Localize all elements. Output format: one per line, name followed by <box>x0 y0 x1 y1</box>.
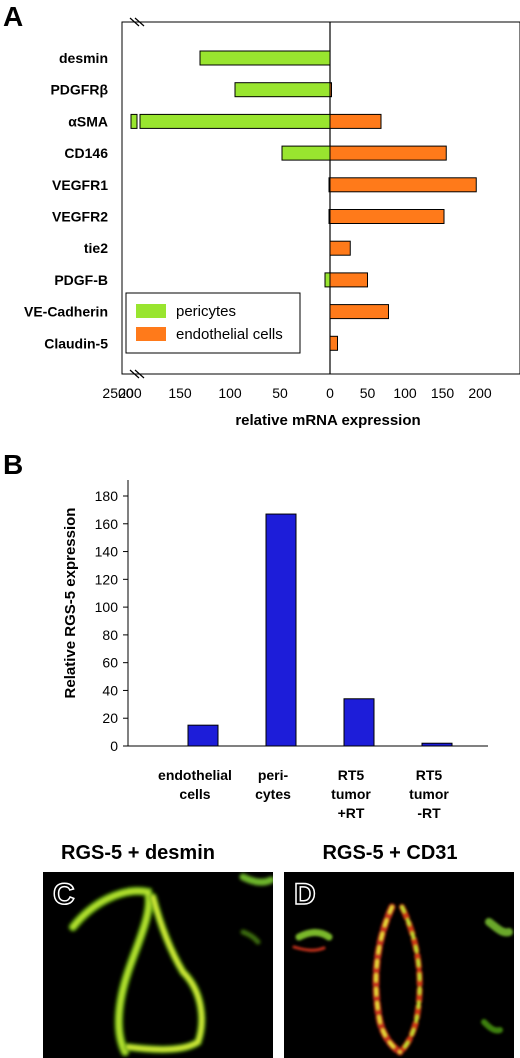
bar-endothelial <box>329 177 477 193</box>
x-tick-label: 200 <box>468 385 492 401</box>
x-category-label: peri- <box>258 767 289 783</box>
legend-swatch-pericytes <box>136 304 166 318</box>
bar-pericytes <box>324 272 331 288</box>
panel-a-letter: A <box>3 1 23 32</box>
x-category-label: RT5 <box>338 767 365 783</box>
x-category-label: cytes <box>255 786 291 802</box>
legend-box <box>125 292 301 354</box>
x-category-label: +RT <box>338 805 365 821</box>
panel-c-letter: C <box>52 877 75 912</box>
x-axis-title-a: relative mRNA expression <box>235 412 420 429</box>
micrograph-d: D <box>284 872 514 1058</box>
bar-endothelial <box>329 145 447 161</box>
bar-pericytes <box>234 82 331 98</box>
bar-rgs5 <box>187 724 219 747</box>
plot-frame-a <box>121 21 520 375</box>
chart-b: B Relative RGS-5 expression 0 20 40 60 80 100… <box>3 449 488 821</box>
y-tick-label: 100 <box>95 599 119 615</box>
x-category-label: -RT <box>417 805 441 821</box>
x-category-label: RT5 <box>416 767 443 783</box>
bar-pericytes <box>199 50 331 66</box>
y-tick-label: 20 <box>102 710 118 726</box>
y-axis-title-b: Relative RGS-5 expression <box>62 508 79 699</box>
bar-endothelial <box>329 304 389 320</box>
category-label: VEGFR1 <box>52 177 108 193</box>
bar-endothelial <box>329 82 332 98</box>
x-tick-label: 100 <box>218 385 242 401</box>
category-label: αSMA <box>68 113 108 129</box>
y-tick-label: 180 <box>95 488 119 504</box>
y-tick-label: 160 <box>95 516 119 532</box>
legend-swatch-endothelial <box>136 327 166 341</box>
category-label: PDGFRβ <box>50 82 108 98</box>
category-label: PDGF-B <box>54 272 108 288</box>
y-tick-label: 80 <box>102 627 118 643</box>
x-category-label: cells <box>179 786 210 802</box>
bar-pericytes-overflow <box>130 113 138 129</box>
y-tick-label: 60 <box>102 655 118 671</box>
x-category-label: endothelial <box>158 767 232 783</box>
panel-d-title: RGS-5 + CD31 <box>322 842 458 864</box>
category-label: Claudin-5 <box>44 335 108 351</box>
bar-rgs5 <box>343 698 375 747</box>
bar-endothelial <box>329 240 351 256</box>
x-category-label: tumor <box>331 786 371 802</box>
panel-b-letter: B <box>3 449 23 480</box>
category-label: VE-Cadherin <box>24 304 108 320</box>
x-tick-label: 150 <box>431 385 455 401</box>
category-label: tie2 <box>84 240 108 256</box>
micrograph-c: C <box>43 872 273 1058</box>
bar-endothelial <box>329 335 338 351</box>
micrograph-c-image <box>68 873 273 1057</box>
bar-endothelial <box>329 209 445 224</box>
legend: pericytes endothelial cells <box>125 292 301 354</box>
x-tick-label: 150 <box>168 385 192 401</box>
legend-label-endothelial: endothelial cells <box>176 326 283 343</box>
x-tick-label: 50 <box>360 385 376 401</box>
category-label: VEGFR2 <box>52 209 108 225</box>
bar-rgs5 <box>265 513 297 747</box>
y-tick-label: 0 <box>110 738 118 754</box>
category-label: CD146 <box>64 145 108 161</box>
bar-pericytes <box>139 113 331 129</box>
bar-endothelial <box>329 113 382 129</box>
bar-endothelial <box>329 272 368 288</box>
y-tick-label: 140 <box>95 544 119 560</box>
micrograph-d-image <box>292 903 513 1056</box>
x-tick-label: 0 <box>326 385 334 401</box>
legend-label-pericytes: pericytes <box>176 303 236 320</box>
category-label: desmin <box>59 50 108 66</box>
x-tick-label: 200 <box>118 385 142 401</box>
x-tick-label: 50 <box>272 385 288 401</box>
axis-break-mark <box>129 17 145 379</box>
panel-d-letter: D <box>293 877 316 912</box>
panel-c-title: RGS-5 + desmin <box>61 842 215 864</box>
x-tick-label: 2500 <box>102 385 133 401</box>
y-tick-label: 120 <box>95 571 119 587</box>
y-tick-label: 40 <box>102 682 118 698</box>
chart-a: A desmin PDGFRβ αSMA CD146 VEGFR1 VEGFR2 tie2 P… <box>3 1 520 429</box>
x-tick-label: 100 <box>393 385 417 401</box>
bar-pericytes <box>281 145 331 161</box>
bar-rgs5 <box>421 742 453 747</box>
x-category-label: tumor <box>409 786 449 802</box>
